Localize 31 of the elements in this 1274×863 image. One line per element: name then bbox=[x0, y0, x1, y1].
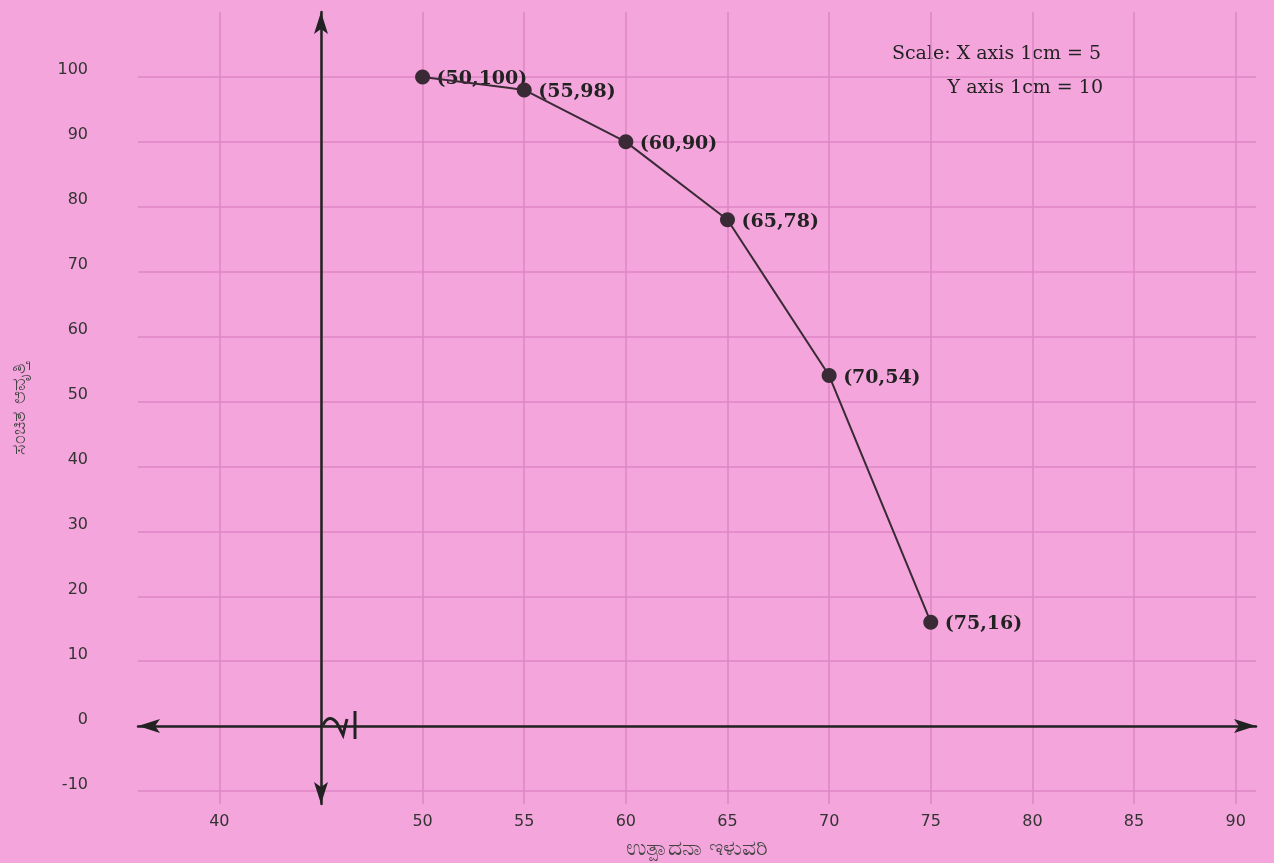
x-tick-label: 85 bbox=[1123, 810, 1145, 830]
y-tick-label: 30 bbox=[67, 513, 88, 533]
x-tick-label: 80 bbox=[1022, 810, 1043, 830]
y-tick-label: 40 bbox=[67, 448, 88, 468]
y-tick-label: 50 bbox=[67, 384, 88, 404]
x-tick-label: 70 bbox=[818, 810, 840, 830]
x-tick-label: 65 bbox=[717, 810, 738, 830]
annotation: Scale: X axis 1cm = 5 bbox=[891, 40, 1102, 63]
x-tick-label: 75 bbox=[920, 810, 941, 830]
annotation: (65,78) bbox=[741, 208, 819, 231]
x-axis-title: ಉತ್ಪಾದನಾ ಇಳುವರಿ bbox=[626, 834, 768, 862]
annotation: (70,54) bbox=[843, 364, 921, 387]
annotation: Y axis 1cm = 10 bbox=[946, 74, 1104, 97]
x-tick-label: 50 bbox=[412, 810, 433, 830]
annotation: (55,98) bbox=[538, 78, 616, 101]
x-tick-label: 55 bbox=[514, 810, 535, 830]
x-tick-label: 60 bbox=[615, 810, 637, 830]
x-tick-label: 90 bbox=[1225, 810, 1246, 830]
y-tick-label: 80 bbox=[67, 189, 88, 209]
annotation: (60,90) bbox=[639, 130, 718, 153]
y-tick-label: 20 bbox=[67, 578, 88, 598]
y-axis-title: ಸಂಚಿತ ಆವೃತ್ತಿ bbox=[6, 360, 31, 455]
y-tick-label: 100 bbox=[57, 59, 88, 79]
y-tick-label: -10 bbox=[61, 773, 88, 793]
x-tick-label: 40 bbox=[209, 810, 230, 830]
y-tick-label: 0 bbox=[77, 708, 88, 728]
y-tick-label: 90 bbox=[67, 124, 88, 144]
annotation: (75,16) bbox=[944, 611, 1023, 634]
y-tick-label: 10 bbox=[67, 643, 88, 663]
y-tick-label: 60 bbox=[67, 319, 88, 339]
y-tick-label: 70 bbox=[67, 254, 88, 274]
